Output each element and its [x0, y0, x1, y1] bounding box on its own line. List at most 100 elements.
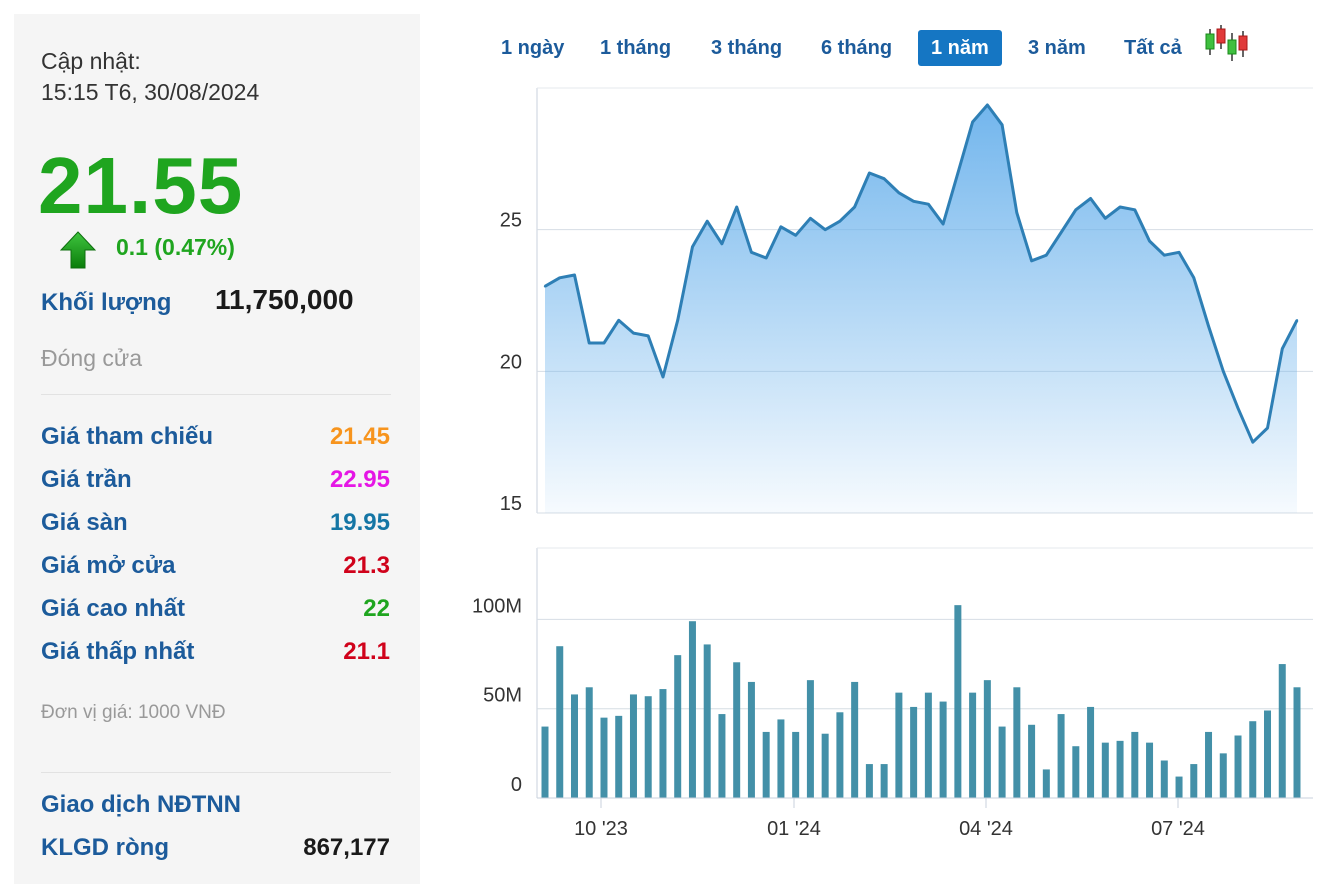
- x-tick-label: 10 '23: [574, 818, 628, 840]
- volume-bar: [718, 714, 726, 798]
- volume-bar: [792, 731, 800, 798]
- detail-value: 21.1: [343, 638, 390, 665]
- volume-bar: [674, 655, 682, 798]
- x-tick-label: 01 '24: [767, 818, 821, 840]
- price-point: [602, 341, 606, 345]
- price-point: [588, 341, 591, 345]
- price-point: [1000, 123, 1004, 127]
- price-point: [720, 242, 724, 246]
- price-tick-label: 20: [500, 351, 522, 373]
- volume-bar: [1219, 753, 1227, 798]
- price-point: [632, 331, 635, 335]
- volume-bar: [1205, 731, 1213, 798]
- price-point: [676, 319, 679, 322]
- volume-bar: [629, 694, 637, 798]
- net-volume-label: KLGD ròng: [41, 834, 169, 861]
- price-point: [1015, 211, 1019, 214]
- price-point: [868, 171, 871, 175]
- tab-1-month[interactable]: 1 tháng: [600, 37, 672, 59]
- price-point: [971, 120, 974, 124]
- price-point: [794, 234, 797, 237]
- detail-label: Giá mở cửa: [41, 552, 176, 579]
- divider: [41, 772, 391, 773]
- volume-bar: [924, 692, 932, 798]
- volume-bar: [1160, 760, 1168, 798]
- price-point: [838, 219, 842, 223]
- price-point: [543, 285, 547, 288]
- volume-bar: [1028, 724, 1036, 798]
- price-point: [1104, 217, 1107, 220]
- tab-1-year[interactable]: 1 năm: [918, 30, 1002, 66]
- detail-value: 22.95: [329, 466, 390, 493]
- detail-value: 22: [363, 595, 390, 622]
- tab-6-months[interactable]: 6 tháng: [821, 37, 893, 59]
- candlestick-icon[interactable]: [1203, 23, 1249, 63]
- volume-bar: [954, 605, 962, 798]
- volume-bar: [556, 646, 564, 798]
- price-point: [647, 334, 650, 338]
- detail-value: 21.3: [343, 552, 390, 579]
- price-point: [897, 191, 901, 195]
- tab-3-months[interactable]: 3 tháng: [711, 37, 783, 59]
- volume-bar: [1116, 740, 1124, 798]
- price-point: [941, 222, 945, 226]
- price-tick-label: 15: [500, 493, 522, 515]
- volume-bar: [910, 706, 918, 798]
- price-point: [956, 171, 960, 175]
- price-point: [764, 256, 768, 260]
- volume-bar: [1278, 664, 1286, 798]
- volume-bar: [688, 621, 696, 798]
- price-point: [853, 205, 856, 209]
- tab-3-years[interactable]: 3 năm: [1028, 37, 1086, 59]
- price-point: [1045, 253, 1048, 257]
- detail-value: 21.45: [329, 423, 390, 450]
- volume-bar: [998, 726, 1006, 798]
- volume-bar: [1013, 687, 1021, 798]
- volume-tick-label: 50M: [483, 685, 522, 707]
- volume-bar: [703, 644, 711, 798]
- volume-bar: [659, 689, 667, 798]
- volume-bar: [600, 717, 608, 798]
- volume-bar: [880, 764, 888, 798]
- price-point: [809, 217, 812, 220]
- green-up-arrow-icon: [60, 231, 96, 269]
- volume-bar: [541, 726, 549, 798]
- detail-label: Giá thấp nhất: [41, 638, 195, 665]
- price-point: [1059, 231, 1063, 234]
- update-datetime: 15:15 T6, 30/08/2024: [41, 79, 260, 105]
- price-point: [912, 200, 915, 203]
- price-point: [691, 245, 694, 248]
- x-tick-label: 07 '24: [1151, 818, 1205, 840]
- volume-bar: [1190, 764, 1198, 798]
- volume-bar: [1146, 742, 1154, 798]
- detail-label: Giá tham chiếu: [41, 423, 214, 450]
- quote-panel: [14, 14, 420, 884]
- price-point: [1192, 276, 1195, 280]
- volume-bar: [983, 680, 991, 798]
- divider: [41, 394, 391, 395]
- volume-bar: [806, 680, 814, 798]
- price-point: [573, 273, 576, 277]
- update-label: Cập nhật:: [41, 48, 141, 74]
- volume-bar: [585, 687, 593, 798]
- volume-bar: [851, 681, 859, 798]
- volume-bar: [1101, 742, 1109, 798]
- detail-label: Giá sàn: [41, 509, 128, 536]
- volume-bar: [733, 662, 741, 798]
- volume-bar: [615, 715, 623, 798]
- price-point: [1074, 208, 1078, 212]
- volume-bar: [836, 712, 844, 798]
- tab-1-day[interactable]: 1 ngày: [501, 37, 565, 59]
- volume-bar: [644, 696, 652, 798]
- price-point: [705, 219, 709, 223]
- price-point: [1163, 253, 1166, 257]
- volume-bar: [1293, 687, 1301, 798]
- volume-tick-label: 0: [511, 774, 522, 796]
- x-tick-label: 04 '24: [959, 818, 1013, 840]
- tab-all[interactable]: Tất cả: [1124, 37, 1182, 59]
- detail-label: Giá trần: [41, 466, 132, 493]
- market-status: Đóng cửa: [41, 345, 143, 371]
- unit-note: Đơn vị giá: 1000 VNĐ: [41, 702, 226, 723]
- volume-bar: [1175, 776, 1183, 798]
- volume-tick-label: 100M: [472, 595, 522, 617]
